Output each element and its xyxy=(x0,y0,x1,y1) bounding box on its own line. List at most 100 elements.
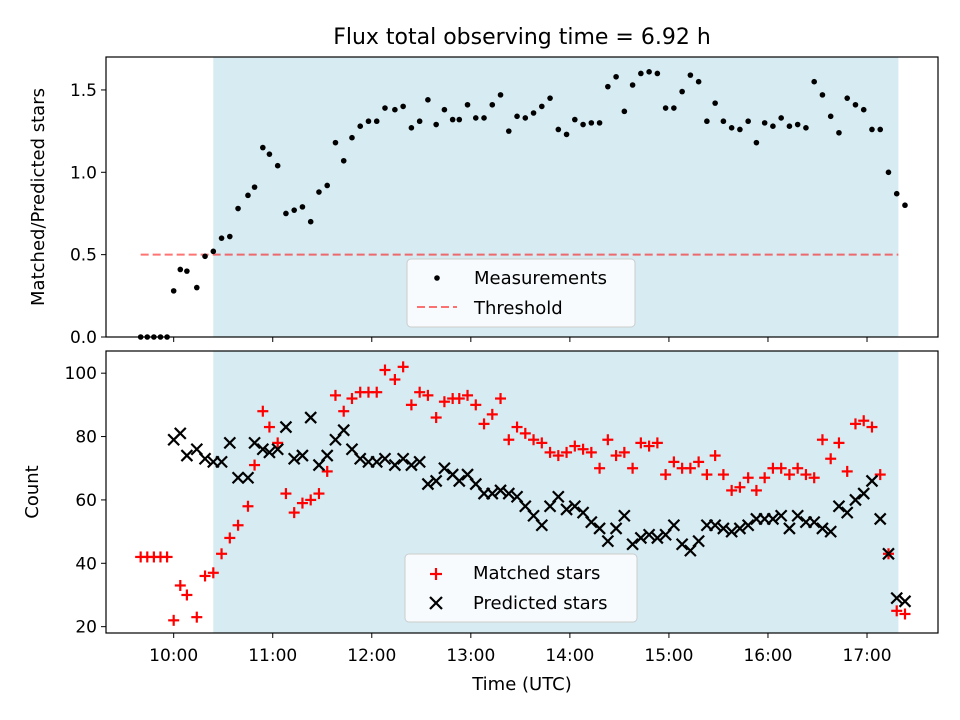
bottom-xtick-label: 11:00 xyxy=(248,646,297,666)
matched-star-point xyxy=(232,519,244,531)
measurement-point xyxy=(210,248,217,255)
matched-star-point xyxy=(816,434,828,446)
measurement-point xyxy=(827,113,834,120)
measurement-point xyxy=(177,266,184,273)
predicted-star-point xyxy=(733,522,747,535)
matched-star-point xyxy=(174,579,186,591)
measurement-point xyxy=(373,118,380,125)
matched-star-point xyxy=(874,469,886,481)
matched-star-point xyxy=(660,469,672,481)
matched-star-point xyxy=(668,456,680,468)
bottom-xtick-label: 17:00 xyxy=(843,646,892,666)
measurement-point xyxy=(530,110,537,116)
matched-star-point xyxy=(495,393,507,405)
predicted-star-point xyxy=(296,449,309,462)
measurement-point xyxy=(299,204,306,210)
matched-star-point xyxy=(569,440,581,452)
predicted-star-point xyxy=(849,493,862,507)
predicted-star-point xyxy=(287,452,301,466)
matched-star-point xyxy=(693,456,705,468)
predicted-star-point xyxy=(882,547,895,561)
predicted-star-point xyxy=(231,471,245,485)
predicted-star-point xyxy=(717,522,730,535)
bottom-ytick-label: 60 xyxy=(75,491,97,511)
matched-star-point xyxy=(734,481,746,493)
matched-star-point xyxy=(742,472,754,484)
matched-star-point xyxy=(899,608,911,620)
predicted-star-point xyxy=(593,522,606,535)
matched-star-point xyxy=(280,488,292,500)
predicted-star-point xyxy=(675,538,689,551)
predicted-star-point xyxy=(320,449,334,462)
predicted-star-point xyxy=(263,446,276,459)
matched-star-point xyxy=(397,361,409,373)
measurement-point xyxy=(844,95,851,101)
predicted-star-point xyxy=(279,420,293,434)
matched-star-point xyxy=(422,389,434,401)
predicted-star-point xyxy=(585,515,598,529)
matched-star-point xyxy=(313,488,325,500)
measurement-point xyxy=(836,129,842,136)
matched-star-point xyxy=(759,472,771,484)
predicted-star-point xyxy=(609,522,623,535)
measurement-point xyxy=(522,115,529,121)
predicted-star-point xyxy=(271,442,284,456)
measurement-point xyxy=(251,184,258,190)
matched-star-point xyxy=(288,507,300,519)
matched-star-point xyxy=(272,437,284,449)
measurement-point xyxy=(687,72,694,78)
predicted-star-point xyxy=(873,512,887,526)
measurement-point xyxy=(283,210,289,217)
matched-star-point xyxy=(405,399,417,411)
predicted-star-point xyxy=(552,490,565,504)
bottom-legend-box xyxy=(404,553,638,623)
measurement-point xyxy=(605,83,611,90)
matched-star-point xyxy=(783,469,795,481)
top-ytick-label: 0.5 xyxy=(70,246,97,266)
measurement-point xyxy=(555,126,562,133)
legend-measurements-label: Measurements xyxy=(474,268,607,289)
bottom-grid-ticks: 20 40 60 80 100 10:00 11:00 12:00 13:00 14:00 15:0… xyxy=(65,364,892,666)
measurement-point xyxy=(712,100,718,106)
bottom-xtick-label: 12:00 xyxy=(347,646,396,666)
measurement-point xyxy=(481,115,487,121)
matched-star-point xyxy=(161,551,173,563)
predicted-star-point xyxy=(248,436,261,450)
predicted-star-point xyxy=(840,506,854,519)
measurement-point xyxy=(456,116,463,123)
bottom-xtick-label: 10:00 xyxy=(149,646,198,666)
matched-star-point xyxy=(561,446,573,458)
measurement-point xyxy=(170,288,177,294)
measurement-point xyxy=(425,97,431,103)
predicted-star-point xyxy=(725,525,738,538)
measurement-point xyxy=(794,121,801,128)
matched-star-point xyxy=(478,418,490,430)
matched-star-point xyxy=(709,450,721,462)
measurement-point xyxy=(441,106,448,113)
measurement-point xyxy=(416,118,423,125)
matched-star-point xyxy=(438,396,450,408)
matched-star-point xyxy=(635,437,647,449)
measurement-point xyxy=(408,125,415,131)
measurement-point xyxy=(274,162,281,169)
matched-star-point xyxy=(329,389,341,401)
measurement-point xyxy=(260,144,266,151)
measurement-point xyxy=(266,151,273,157)
measurement-point xyxy=(786,123,793,129)
matched-star-point xyxy=(684,462,696,474)
matched-star-point xyxy=(462,389,474,401)
matched-star-point xyxy=(338,405,350,417)
predicted-stars-series xyxy=(167,411,912,608)
legend-predicted-label: Predicted stars xyxy=(473,593,607,614)
chart-title: Flux total observing time = 6.92 h xyxy=(333,25,711,50)
top-ytick-label: 0.0 xyxy=(70,328,97,348)
matched-star-point xyxy=(858,415,870,427)
top-axes-frame xyxy=(105,56,939,338)
measurement-point xyxy=(316,189,322,195)
predicted-star-point xyxy=(405,458,418,472)
matched-star-point xyxy=(321,465,333,477)
legend-matched-marker xyxy=(430,568,442,580)
predicted-star-point xyxy=(791,509,804,523)
matched-star-point xyxy=(414,386,426,398)
measurement-point xyxy=(400,103,406,110)
